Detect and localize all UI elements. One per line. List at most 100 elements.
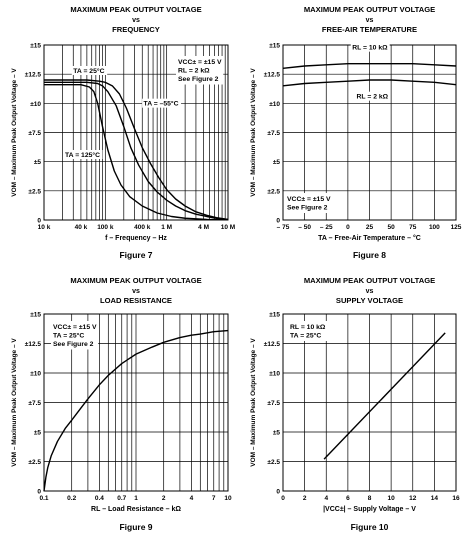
y-tick-label: ±7.5 [267, 130, 280, 137]
y-tick-label: ±2.5 [28, 188, 41, 195]
curve-annotation: TA = 25°C [73, 67, 104, 75]
x-tick-label: 25 [366, 224, 374, 231]
x-tick-label: 100 [429, 224, 440, 231]
x-tick-label: 4 [190, 495, 194, 502]
chart-title-line: MAXIMUM PEAK OUTPUT VOLTAGE [70, 5, 201, 14]
chart-title-line: SUPPLY VOLTAGE [336, 296, 403, 305]
x-tick-label: 0.2 [67, 495, 76, 502]
series-line [323, 332, 446, 460]
y-tick-label: ±12.5 [264, 341, 281, 348]
x-axis-label: |VCC±| – Supply Voltage – V [323, 506, 416, 513]
x-tick-label: 6 [346, 495, 350, 502]
x-tick-label: 12 [409, 495, 417, 502]
y-tick-label: ±7.5 [267, 400, 280, 407]
chart-title-line: vs [366, 288, 374, 295]
x-tick-label: 10 k [38, 224, 51, 231]
legend-entry: TA = 25°C [53, 332, 84, 340]
x-tick-label: 0 [346, 224, 350, 231]
y-tick-label: ±10 [30, 101, 41, 108]
x-tick-label: 0 [281, 495, 285, 502]
chart-title-line: FREE-AIR TEMPERATURE [322, 25, 417, 34]
y-tick-label: ±7.5 [28, 130, 41, 137]
annotation-backing [142, 98, 182, 108]
chart-title-line: LOAD RESISTANCE [100, 296, 172, 305]
x-tick-label: 1 M [161, 224, 172, 231]
y-tick-label: ±12.5 [25, 72, 42, 79]
x-tick-label: 0.4 [95, 495, 104, 502]
plot-frame [43, 313, 229, 492]
annotation-backing [63, 150, 103, 159]
y-tick-label: 0 [276, 489, 280, 496]
legend-backing [285, 193, 333, 213]
legend-entry: VCC± = ±15 V [178, 59, 222, 66]
legend-entry: VCC± = ±15 V [53, 324, 97, 331]
annotation-backing [350, 42, 390, 52]
series-line [282, 79, 457, 87]
y-tick-label: ±5 [273, 159, 281, 166]
chart-title-line: vs [366, 17, 374, 24]
x-tick-label: 2 [162, 495, 166, 502]
curve-annotation: TA = 125°C [65, 151, 100, 159]
x-tick-label: – 50 [298, 224, 311, 231]
legend-entry: See Figure 2 [178, 76, 219, 83]
series-line [44, 79, 229, 221]
x-axis-label: RL – Load Resistance – kΩ [91, 506, 181, 513]
y-tick-label: ±15 [269, 312, 280, 319]
y-tick-label: ±5 [273, 430, 281, 437]
plot-frame [43, 44, 229, 221]
legend-backing [288, 321, 328, 341]
figure-label: Figure 8 [353, 250, 386, 260]
curve-annotation: RL = 2 kΩ [357, 94, 389, 101]
x-tick-label: 75 [409, 224, 417, 231]
y-tick-label: ±2.5 [267, 459, 280, 466]
y-tick-label: ±10 [30, 371, 41, 378]
plot-frame [282, 313, 457, 492]
legend-backing [176, 56, 224, 85]
figure-label: Figure 10 [351, 522, 389, 532]
x-tick-label: 10 M [221, 224, 235, 231]
y-tick-label: ±2.5 [267, 188, 280, 195]
legend-backing [51, 321, 99, 350]
x-tick-label: 8 [368, 495, 372, 502]
x-tick-label: 50 [388, 224, 396, 231]
x-tick-label: 100 k [97, 224, 114, 231]
y-axis-label: VOM – Maximum Peak Output Voltage – V [11, 338, 18, 467]
x-tick-label: 16 [452, 495, 460, 502]
annotation-backing [71, 66, 108, 75]
y-tick-label: ±15 [30, 43, 41, 50]
x-tick-label: 125 [451, 224, 462, 231]
y-tick-label: ±10 [269, 371, 280, 378]
x-tick-label: – 75 [277, 224, 290, 231]
y-tick-label: ±7.5 [28, 400, 41, 407]
x-axis-label: f – Frequency – Hz [105, 235, 167, 242]
legend-entry: See Figure 2 [287, 205, 328, 212]
series-line [282, 62, 457, 70]
x-tick-label: 40 k [75, 224, 88, 231]
figure-label: Figure 9 [119, 522, 152, 532]
x-tick-label: 1 [134, 495, 138, 502]
chart-title-line: vs [132, 288, 140, 295]
legend-entry: VCC± = ±15 V [287, 196, 331, 203]
y-tick-label: ±15 [30, 312, 41, 319]
legend-entry: See Figure 2 [53, 341, 94, 348]
y-axis-label: VOM – Maximum Peak Output Voltage – V [250, 68, 257, 197]
chart-title-line: FREQUENCY [112, 25, 160, 34]
series-line [43, 329, 229, 492]
x-tick-label: 400 k [134, 224, 151, 231]
curve-annotation: RL = 10 kΩ [352, 45, 388, 52]
x-tick-label: 10 [388, 495, 396, 502]
series-line [44, 81, 229, 221]
y-axis-label: VOM – Maximum Peak Output Voltage – V [11, 68, 18, 197]
y-tick-label: ±5 [34, 430, 42, 437]
chart-title-line: MAXIMUM PEAK OUTPUT VOLTAGE [70, 276, 201, 285]
chart-title-line: MAXIMUM PEAK OUTPUT VOLTAGE [304, 5, 435, 14]
legend-entry: RL = 10 kΩ [290, 324, 326, 331]
x-tick-label: 0.7 [117, 495, 126, 502]
figure-label: Figure 7 [119, 250, 152, 260]
x-axis-label: TA – Free-Air Temperature – °C [318, 234, 421, 242]
y-tick-label: ±12.5 [264, 72, 281, 79]
y-tick-label: 0 [37, 489, 41, 496]
